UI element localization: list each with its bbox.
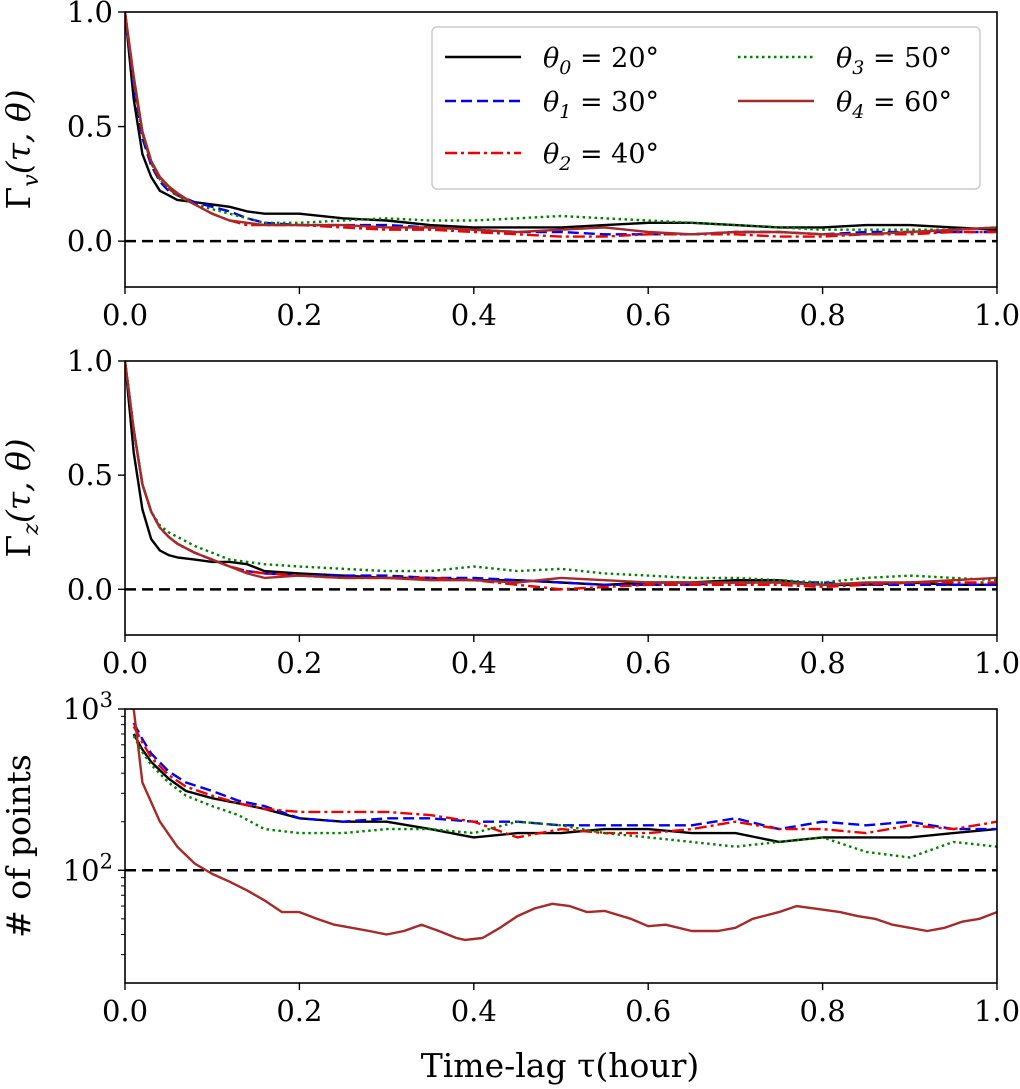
y-tick-label: 0.5 bbox=[67, 458, 113, 492]
x-tick-label: 1.0 bbox=[974, 298, 1020, 332]
axes-frame bbox=[124, 360, 998, 636]
chart-panel-3: 0.0 0.2 0.4 0.6 0.8 1.0 102 103 # of points bbox=[0, 688, 1020, 1028]
axes-frame bbox=[124, 708, 998, 984]
axes-frame bbox=[124, 11, 998, 288]
y-tick-label: 0.5 bbox=[67, 110, 113, 144]
x-tick-label: 0.0 bbox=[102, 994, 148, 1028]
x-tick-label: 1.0 bbox=[974, 646, 1020, 680]
series-line-theta4 bbox=[132, 709, 997, 942]
chart-panel-1: 0.0 0.2 0.4 0.6 0.8 1.0 0.0 0.5 1.0 Γv(τ, θ) bbox=[0, 0, 1020, 332]
legend-entry-theta1: θ1 = 30° bbox=[445, 87, 659, 123]
series-group bbox=[125, 361, 997, 591]
x-tick-label: 0.2 bbox=[276, 646, 322, 680]
x-tick-label: 0.0 bbox=[102, 646, 148, 680]
x-tick-label: 0.4 bbox=[451, 994, 497, 1028]
series-line-theta3 bbox=[125, 361, 997, 584]
series-line-theta3 bbox=[132, 735, 997, 859]
legend: θ0 = 20° θ1 = 30° θ2 = 40° θ3 = 50° θ4 = 60° bbox=[431, 26, 981, 190]
series-line-theta1 bbox=[132, 722, 997, 831]
chart-panel-2: 0.0 0.2 0.4 0.6 0.8 1.0 0.0 0.5 1.0 Γz(τ, θ) bbox=[0, 344, 1020, 680]
y-tick-label: 0.0 bbox=[67, 224, 113, 258]
series-line-theta4 bbox=[125, 361, 997, 586]
x-tick-label: 0.0 bbox=[102, 298, 148, 332]
x-tick-label: 0.4 bbox=[451, 646, 497, 680]
series-line-theta2 bbox=[125, 361, 997, 591]
x-tick-label: 1.0 bbox=[974, 994, 1020, 1028]
legend-label: θ2 = 40° bbox=[543, 139, 659, 175]
series-group bbox=[125, 12, 997, 238]
legend-label: θ0 = 20° bbox=[543, 43, 659, 79]
y-tick-label: 103 bbox=[63, 688, 113, 726]
x-tick-label: 0.8 bbox=[800, 994, 846, 1028]
series-line-theta2 bbox=[132, 725, 997, 839]
legend-entry-theta3: θ3 = 50° bbox=[738, 43, 952, 79]
legend-entry-theta0: θ0 = 20° bbox=[445, 43, 659, 79]
series-line-theta0 bbox=[125, 361, 997, 586]
x-axis-label: Time-lag τ(hour) bbox=[421, 1046, 700, 1085]
series-line-theta1 bbox=[125, 361, 997, 586]
x-tick-label: 0.8 bbox=[800, 646, 846, 680]
legend-label: θ4 = 60° bbox=[836, 87, 952, 123]
series-line-theta3 bbox=[125, 12, 997, 231]
y-axis-label: Γv(τ, θ) bbox=[0, 89, 44, 209]
x-tick-label: 0.8 bbox=[800, 298, 846, 332]
x-tick-label: 0.2 bbox=[276, 994, 322, 1028]
series-line-theta4 bbox=[125, 12, 997, 236]
y-tick-label: 1.0 bbox=[67, 0, 113, 29]
y-axis-label: Γz(τ, θ) bbox=[0, 438, 44, 557]
y-tick-label: 1.0 bbox=[67, 344, 113, 378]
legend-entry-theta2: θ2 = 40° bbox=[445, 139, 659, 175]
y-tick-label: 0.0 bbox=[67, 572, 113, 606]
y-axis-label: # of points bbox=[0, 754, 38, 938]
y-tick-label: 102 bbox=[63, 849, 113, 887]
chart-panels: 0.0 0.2 0.4 0.6 0.8 1.00.00.51.0Γv(τ, θ)0.0 0.… bbox=[0, 0, 1020, 1028]
x-tick-label: 0.6 bbox=[625, 298, 671, 332]
legend-label: θ3 = 50° bbox=[836, 43, 952, 79]
x-tick-label: 0.2 bbox=[276, 298, 322, 332]
x-tick-label: 0.4 bbox=[451, 298, 497, 332]
x-tick-label: 0.6 bbox=[625, 646, 671, 680]
x-tick-label: 0.6 bbox=[625, 994, 671, 1028]
legend-box bbox=[431, 26, 981, 190]
legend-label: θ1 = 30° bbox=[543, 87, 659, 123]
series-group bbox=[132, 709, 997, 942]
legend-entry-theta4: θ4 = 60° bbox=[738, 87, 952, 123]
